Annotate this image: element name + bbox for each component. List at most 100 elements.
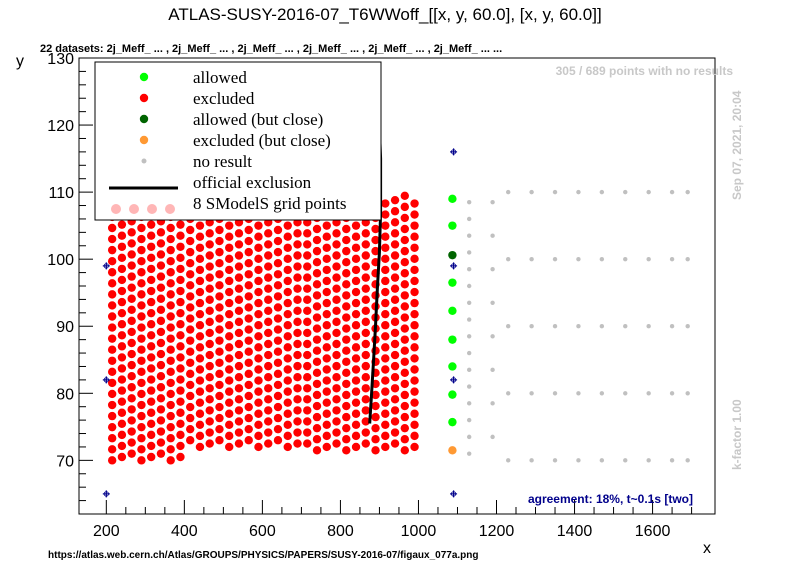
- excluded-point: [225, 243, 234, 252]
- excluded-point: [107, 245, 117, 255]
- excluded-point: [127, 338, 136, 348]
- excluded-point: [312, 401, 322, 411]
- excluded-point: [283, 420, 292, 430]
- excluded-point: [361, 350, 370, 360]
- excluded-point: [351, 276, 361, 286]
- excluded-point: [332, 417, 341, 426]
- excluded-point: [234, 295, 244, 304]
- excluded-point: [312, 257, 322, 267]
- excluded-point: [254, 409, 263, 418]
- no-result-point: [646, 391, 651, 396]
- excluded-point: [127, 239, 136, 248]
- excluded-point: [234, 251, 244, 260]
- excluded-point: [322, 332, 331, 341]
- excluded-point: [381, 276, 390, 286]
- x-tick-label: 800: [327, 523, 354, 540]
- excluded-point: [351, 254, 361, 264]
- excluded-point: [225, 254, 234, 264]
- no-result-point: [576, 256, 581, 262]
- excluded-point: [186, 402, 195, 412]
- excluded-point: [390, 406, 400, 415]
- excluded-point: [107, 290, 117, 299]
- excluded-point: [303, 229, 312, 238]
- no-result-point: [506, 189, 511, 195]
- excluded-point: [293, 417, 302, 426]
- source-url: https://atlas.web.cern.ch/Atlas/GROUPS/P…: [48, 550, 479, 561]
- excluded-point: [215, 424, 224, 434]
- excluded-point: [303, 439, 312, 448]
- excluded-point: [273, 391, 283, 401]
- no-result-point: [552, 391, 558, 396]
- excluded-point: [186, 325, 195, 334]
- excluded-point: [215, 303, 224, 312]
- excluded-point: [156, 228, 166, 237]
- excluded-point: [156, 239, 166, 248]
- no-result-point: [576, 391, 581, 396]
- excluded-point: [361, 262, 370, 271]
- excluded-point: [215, 270, 224, 279]
- excluded-point: [186, 303, 195, 312]
- excluded-point: [215, 369, 224, 379]
- excluded-point: [273, 225, 283, 235]
- no-result-point: [685, 324, 690, 329]
- legend-marker: [139, 135, 149, 145]
- excluded-point: [283, 442, 292, 452]
- excluded-point: [234, 317, 244, 327]
- excluded-point: [186, 247, 195, 257]
- excluded-point: [400, 335, 410, 344]
- excluded-point: [303, 361, 312, 371]
- excluded-point: [332, 361, 341, 371]
- excluded-point: [137, 445, 146, 454]
- excluded-point: [332, 317, 341, 327]
- excluded-point: [205, 251, 214, 260]
- excluded-point: [332, 284, 341, 293]
- excluded-point: [390, 207, 400, 216]
- excluded-point: [293, 273, 302, 282]
- excluded-point: [137, 422, 146, 432]
- no-result-point: [646, 256, 651, 262]
- excluded-point: [361, 229, 370, 238]
- excluded-point: [293, 439, 302, 448]
- excluded-point: [244, 436, 253, 445]
- excluded-point: [303, 251, 312, 260]
- excluded-point: [381, 343, 390, 352]
- excluded-point: [342, 246, 351, 256]
- excluded-point: [244, 225, 253, 235]
- excluded-point: [166, 445, 175, 454]
- x-axis-label: x: [703, 540, 711, 557]
- excluded-point: [312, 235, 322, 245]
- excluded-point: [176, 419, 185, 429]
- excluded-point: [312, 446, 322, 455]
- excluded-point: [264, 406, 273, 415]
- excluded-point: [351, 376, 361, 385]
- excluded-point: [186, 236, 195, 246]
- excluded-point: [342, 379, 351, 389]
- excluded-point: [234, 328, 244, 338]
- excluded-point: [146, 253, 156, 263]
- excluded-point: [303, 306, 312, 316]
- excluded-point: [244, 424, 253, 434]
- excluded-point: [137, 389, 146, 399]
- excluded-point: [254, 221, 263, 230]
- excluded-point: [410, 354, 419, 363]
- excluded-point: [234, 428, 244, 437]
- excluded-point: [312, 280, 322, 289]
- excluded-point: [400, 346, 410, 355]
- excluded-point: [390, 384, 400, 393]
- no-result-point: [466, 283, 472, 289]
- excluded-point: [137, 434, 146, 443]
- excluded-point: [186, 259, 195, 268]
- legend-entry-official: official exclusion: [109, 173, 312, 192]
- excluded-point: [225, 442, 234, 452]
- excluded-point: [400, 313, 410, 322]
- excluded-point: [244, 314, 253, 323]
- allowed-point: [448, 362, 457, 371]
- excluded-point: [127, 283, 136, 292]
- excluded-point: [332, 229, 341, 238]
- excluded-point: [264, 339, 273, 349]
- excluded-point: [293, 240, 302, 249]
- excluded-point: [322, 243, 331, 252]
- x-tick-label: 1600: [635, 523, 671, 540]
- excluded-point: [205, 373, 214, 382]
- excluded-point: [127, 371, 136, 381]
